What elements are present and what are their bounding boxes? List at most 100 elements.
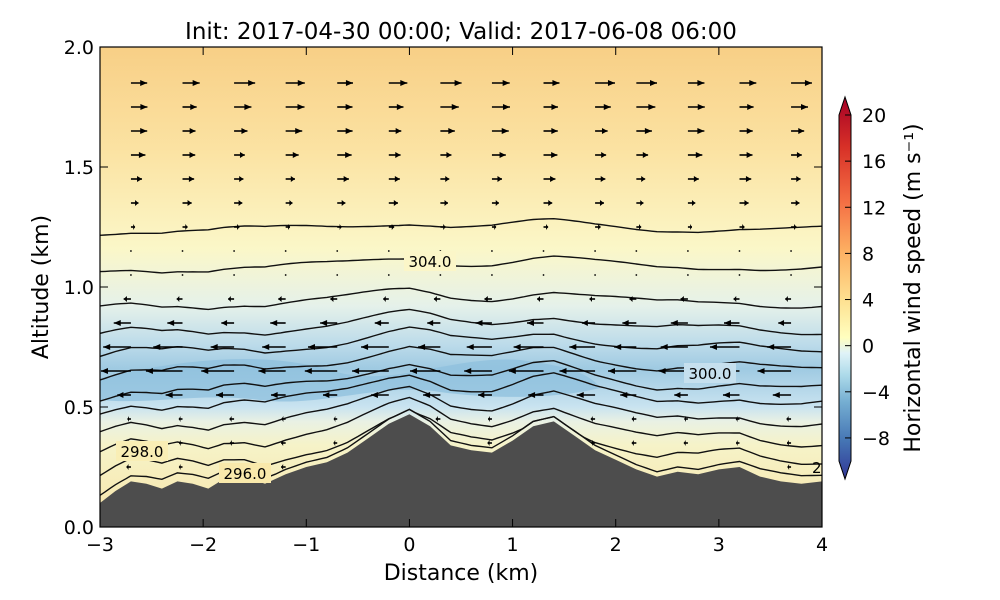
wind-arrow [336, 250, 339, 252]
wind-arrow [537, 296, 544, 302]
wind-arrow [165, 392, 183, 398]
wind-arrow [542, 250, 545, 252]
wind-arrow [636, 104, 656, 110]
wind-arrow [387, 250, 390, 252]
wind-arrow [201, 368, 235, 374]
wind-arrow [636, 176, 646, 182]
colorbar[interactable]: −8 −4 0 4 8 12 16 20 Horizontal wind speed (m s… [838, 95, 926, 481]
contour-line [100, 308, 822, 336]
y-axis-title: Altitude (km) [29, 215, 54, 359]
contour-line [100, 255, 822, 274]
y-tick-label: 1.5 [64, 157, 94, 179]
wind-arrow [409, 368, 441, 374]
wind-arrow [739, 176, 752, 182]
wind-arrow [791, 128, 805, 134]
wind-arrow [281, 464, 286, 470]
easterly-jet-core [100, 358, 600, 402]
x-tick-label: 1 [507, 534, 519, 556]
wind-arrow [622, 320, 637, 326]
wind-arrow [636, 224, 642, 230]
wind-arrow [176, 296, 183, 302]
wind-arrow [130, 128, 148, 134]
wind-arrow [285, 152, 299, 158]
wind-arrow [374, 320, 389, 326]
wind-arrow [620, 392, 637, 398]
x-tick-label: −1 [292, 534, 320, 556]
wind-arrow [526, 320, 544, 326]
wind-arrow [130, 176, 143, 182]
contour-label-296: 296.0 [224, 465, 267, 483]
wind-arrow [595, 200, 604, 206]
wind-arrow [464, 368, 492, 374]
y-tick-label: 2.0 [64, 37, 94, 59]
wind-arrow [181, 250, 184, 252]
wind-arrow [631, 416, 637, 422]
y-tick-label: 1.0 [64, 277, 94, 299]
wind-arrow [440, 152, 452, 158]
wind-arrow [322, 392, 338, 398]
x-tick-label: 0 [403, 534, 415, 556]
wind-arrow [423, 392, 441, 398]
wind-arrow [215, 392, 235, 398]
wind-arrow [591, 440, 596, 446]
wind-arrow [130, 250, 132, 252]
wind-arrow [182, 224, 188, 230]
wind-arrow [723, 320, 740, 326]
wind-arrow [466, 344, 492, 350]
contour-line [100, 385, 822, 433]
wind-arrow [636, 80, 658, 86]
wind-arrow [221, 320, 235, 326]
wind-arrow [687, 200, 696, 206]
wind-arrow [543, 176, 556, 182]
colorbar-title: Horizontal wind speed (m s⁻¹) [901, 123, 926, 452]
colorbar-tick-label: 4 [862, 290, 874, 312]
wind-arrow [635, 274, 638, 276]
wind-arrow [491, 200, 499, 206]
contour-label-bg [404, 251, 456, 271]
wind-arrow [234, 176, 244, 182]
wind-arrow [491, 224, 497, 230]
wind-arrow [210, 344, 235, 350]
wind-arrow [595, 128, 608, 134]
plot-title: Init: 2017-04-30 00:00; Valid: 2017-06-0… [185, 19, 737, 45]
wind-arrow [738, 274, 741, 276]
wind-arrow [491, 274, 493, 276]
wind-arrow [590, 416, 596, 422]
x-axis-title: Distance (km) [384, 561, 539, 586]
wind-arrow [285, 224, 291, 230]
wind-arrow [687, 274, 689, 276]
wind-arrow [352, 368, 389, 374]
wind-arrow [491, 104, 510, 110]
wind-arrow [680, 296, 688, 302]
wind-arrow [361, 344, 389, 350]
wind-arrow [179, 440, 183, 446]
wind-arrow [687, 224, 692, 230]
wind-arrow [543, 128, 558, 134]
wind-arrow [333, 440, 338, 446]
wind-arrow [285, 104, 305, 110]
wind-arrow [595, 176, 606, 182]
wind-arrow [337, 200, 346, 206]
x-tick-label: 4 [816, 534, 828, 556]
wind-arrow [388, 176, 400, 182]
wind-arrow [631, 440, 637, 446]
wind-arrow [387, 274, 390, 276]
wind-arrow [233, 274, 235, 276]
wind-arrow [595, 224, 601, 230]
wind-arrow [337, 128, 353, 134]
colorbar-body [838, 95, 852, 481]
wind-arrow [130, 104, 148, 110]
wind-arrow [130, 224, 136, 230]
wind-arrow [435, 416, 441, 422]
contour-label-298: 298.0 [121, 443, 164, 461]
wind-arrow [785, 296, 792, 302]
wind-arrow [178, 464, 183, 470]
wind-arrow [337, 152, 352, 158]
wind-arrow [234, 104, 252, 110]
contour-labels: 304.0 300.0 298.0 296.0 2 [116, 251, 822, 483]
wind-arrow [778, 320, 792, 326]
wind-arrow [687, 128, 705, 134]
contour-label-bg [116, 441, 168, 461]
wind-arrow [791, 176, 801, 182]
